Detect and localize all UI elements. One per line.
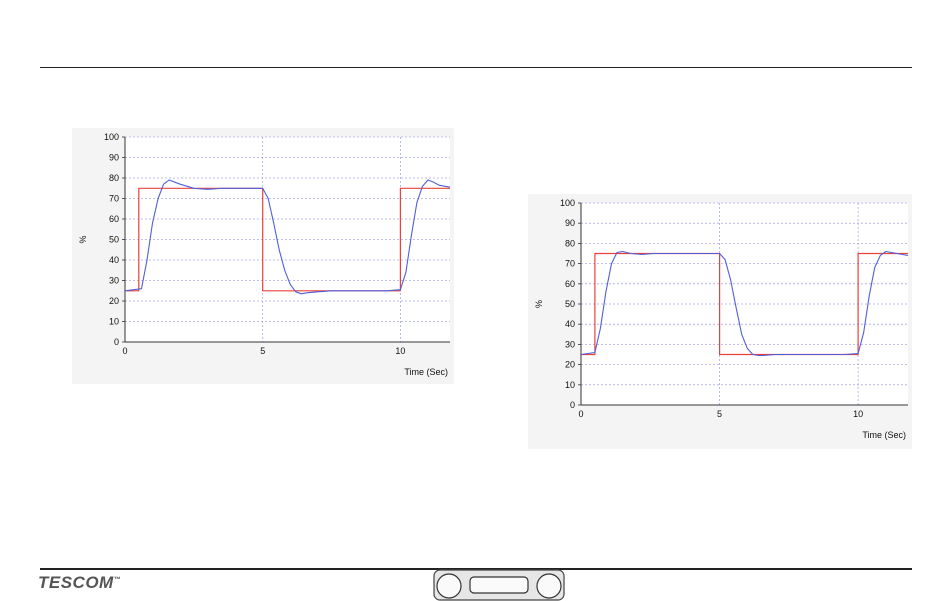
y-tick-label: 70 [565,259,575,269]
x-tick-label: 5 [260,346,265,356]
page-nav-control [433,569,565,601]
chart-right: 0 10 20 30 40 50 60 70 80 90 100 0 5 10% Time (Sec) [528,194,912,449]
header-rule [40,67,912,68]
x-tick-label: 0 [578,409,583,419]
y-tick-label: 90 [565,218,575,228]
y-tick-label: 10 [565,380,575,390]
chart-svg: 0 10 20 30 40 50 60 70 80 90 100 0 5 10% Time (Sec) [534,198,909,440]
previous-page-button[interactable] [436,573,462,599]
y-axis-label: % [534,300,544,308]
y-tick-label: 30 [109,276,119,286]
chart-left: 0 10 20 30 40 50 60 70 80 90 100 0 5 10% Time (Sec) [72,128,454,384]
next-page-button[interactable] [536,573,562,599]
y-tick-label: 100 [104,132,119,142]
y-tick-label: 0 [570,400,575,410]
y-tick-label: 30 [565,339,575,349]
y-tick-label: 80 [565,238,575,248]
home-button[interactable] [469,576,529,594]
y-tick-label: 80 [109,173,119,183]
chart-svg: 0 10 20 30 40 50 60 70 80 90 100 0 5 10% Time (Sec) [78,132,451,377]
y-tick-label: 50 [109,235,119,245]
y-tick-label: 70 [109,194,119,204]
tescom-logo: TESCOM™ [38,573,121,593]
y-tick-label: 40 [109,255,119,265]
footer-rule [40,568,912,570]
y-tick-label: 0 [114,337,119,347]
x-tick-label: 5 [717,409,722,419]
x-tick-label: 10 [853,409,863,419]
y-tick-label: 60 [565,279,575,289]
response-line [580,250,909,357]
x-axis-label: Time (Sec) [862,430,906,440]
x-tick-label: 0 [122,346,127,356]
x-axis-label: Time (Sec) [404,367,448,377]
y-tick-label: 90 [109,153,119,163]
y-tick-label: 40 [565,319,575,329]
y-tick-label: 20 [109,296,119,306]
logo-text: TESCOM [38,573,114,592]
y-tick-label: 100 [560,198,575,208]
y-tick-label: 10 [109,317,119,327]
setpoint-line [125,187,450,292]
y-tick-label: 50 [565,299,575,309]
y-tick-label: 60 [109,214,119,224]
y-axis-label: % [78,235,88,243]
plot-area [125,137,450,342]
x-tick-label: 10 [395,346,405,356]
logo-trademark: ™ [113,576,122,584]
setpoint-line [581,252,908,356]
y-tick-label: 20 [565,360,575,370]
response-line [124,179,451,295]
